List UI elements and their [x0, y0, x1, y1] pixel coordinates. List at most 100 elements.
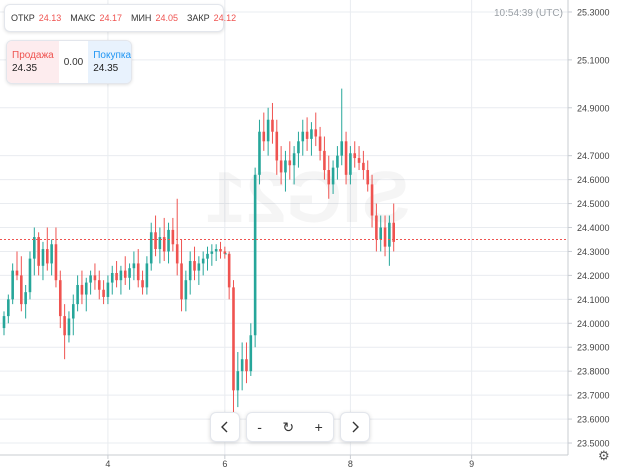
candle: [11, 263, 14, 305]
candle: [171, 217, 175, 252]
candle: [20, 256, 23, 312]
candle: [245, 342, 248, 384]
candle: [46, 227, 49, 271]
candle: [379, 215, 383, 252]
y-tick-label: 24.5000: [577, 199, 610, 209]
candle: [15, 251, 19, 281]
candle: [331, 160, 335, 194]
candle: [145, 256, 149, 295]
y-tick-label: 24.0000: [577, 319, 610, 329]
candle: [210, 244, 214, 266]
zoom-controls: - ↻ +: [246, 412, 334, 442]
candle-body: [201, 258, 205, 264]
candle: [7, 294, 10, 324]
candle: [115, 261, 118, 288]
chevron-right-icon: [352, 421, 359, 433]
candle: [58, 270, 62, 329]
candle-body: [253, 174, 257, 336]
candle: [2, 311, 6, 336]
candle: [253, 167, 257, 348]
candle-body: [67, 318, 71, 336]
y-tick-label: 23.5000: [577, 439, 610, 449]
scroll-right-button[interactable]: [340, 412, 370, 442]
candle: [110, 265, 114, 295]
candle-body: [110, 273, 114, 283]
candle-body: [232, 287, 235, 391]
candle: [188, 251, 192, 295]
candle-body: [58, 280, 62, 317]
buy-button[interactable]: Покупка 24.35: [88, 41, 131, 83]
candle-body: [236, 371, 240, 391]
reset-view-icon[interactable]: ↻: [282, 418, 295, 435]
candle-body: [115, 273, 118, 281]
candle-body: [80, 284, 84, 295]
candle-body: [175, 244, 179, 264]
candle: [275, 119, 279, 175]
candle: [240, 342, 244, 391]
candle: [76, 275, 79, 312]
candle-body: [7, 299, 10, 317]
candle: [318, 126, 322, 161]
candle: [93, 263, 97, 290]
candle: [392, 203, 395, 252]
candle: [197, 256, 201, 285]
y-tick-label: 23.9000: [577, 343, 610, 353]
scroll-left-button[interactable]: [210, 412, 240, 442]
high-label: МАКС: [70, 13, 96, 23]
candle: [249, 323, 253, 376]
candle: [89, 270, 92, 295]
candle-body: [93, 275, 97, 281]
candle: [262, 112, 266, 151]
candle: [154, 215, 157, 257]
candle-body: [145, 263, 149, 288]
candle-body: [119, 270, 123, 281]
candle-body: [132, 263, 136, 269]
candle-body: [180, 263, 183, 300]
candle-body: [33, 237, 36, 259]
candle: [28, 251, 32, 300]
candle-body: [362, 162, 365, 171]
candle-body: [288, 160, 292, 166]
candle-body: [383, 227, 387, 247]
candle: [383, 215, 387, 257]
y-tick-label: 24.2000: [577, 271, 610, 281]
candle-body: [271, 119, 274, 132]
candle-body: [388, 222, 391, 247]
gear-icon[interactable]: ⚙: [598, 448, 610, 463]
candle-body: [2, 316, 6, 329]
candle-body: [357, 158, 361, 163]
candle-body: [340, 141, 344, 156]
candle: [123, 256, 127, 285]
candle: [97, 270, 101, 300]
time-axis[interactable]: 4 6 8 9: [105, 455, 474, 469]
candle-body: [184, 280, 188, 300]
candle-body: [15, 270, 19, 276]
candle: [141, 270, 144, 295]
candle: [219, 241, 222, 259]
candle-body: [106, 282, 110, 297]
candle-body: [11, 270, 14, 300]
sell-price: 24.35: [12, 63, 38, 74]
candle-body: [128, 268, 131, 278]
x-tick-label: 4: [105, 459, 110, 469]
candle-body: [28, 258, 32, 293]
candle-body: [54, 244, 58, 281]
candle-body: [20, 275, 23, 305]
candle-body: [158, 237, 162, 250]
candle-body: [284, 160, 287, 173]
candle-body: [301, 131, 305, 142]
candle-body: [344, 141, 348, 175]
candle-body: [249, 335, 253, 372]
candle: [180, 239, 183, 312]
zoom-out-button[interactable]: -: [257, 419, 262, 435]
price-axis[interactable]: 25.3000 25.1000 24.9000 24.7000 24.6000 24.50…: [568, 7, 610, 449]
candle-body: [292, 153, 296, 166]
candle-body: [258, 131, 261, 175]
candle-body: [141, 280, 144, 288]
sell-button[interactable]: Продажа 24.35: [7, 41, 59, 83]
spread-value: 0.00: [63, 56, 84, 68]
candle: [349, 146, 352, 185]
candle: [37, 232, 40, 276]
zoom-in-button[interactable]: +: [314, 419, 323, 435]
